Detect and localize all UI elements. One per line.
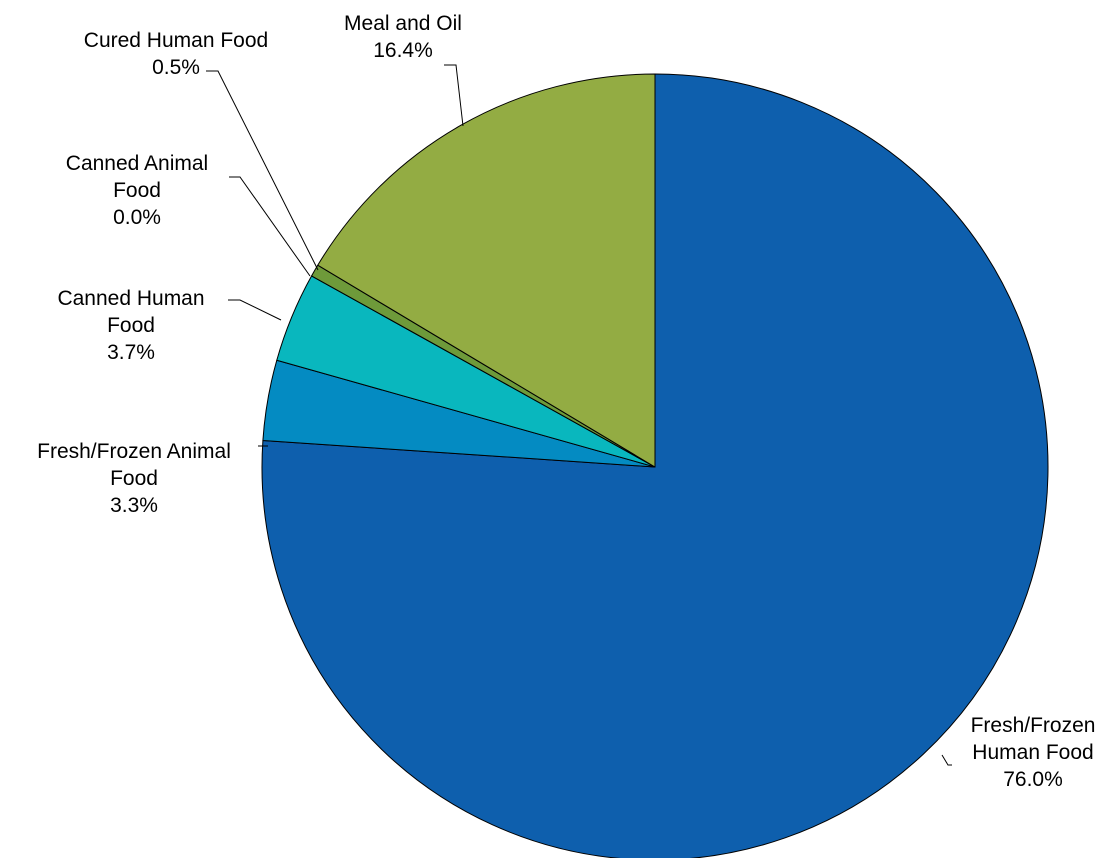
slice-label-meal-and-oil: Meal and Oil 16.4% (344, 12, 462, 62)
slice-label-cured-human-food: Cured Human Food 0.5% (84, 29, 268, 79)
slice-label-canned-human-food: Canned Human Food 3.7% (57, 287, 204, 364)
leader-line-canned-animal-food (229, 176, 311, 277)
leader-lines (206, 64, 952, 766)
pie-slices (261, 73, 1049, 858)
leader-line-canned-human-food (228, 299, 282, 321)
slice-labels: Fresh/Frozen Human Food 76.0% Fresh/Frozen … (37, 12, 1095, 791)
slice-label-canned-animal-food: Canned Animal Food 0.0% (66, 152, 208, 229)
slice-label-fresh-frozen-animal-food: Fresh/Frozen Animal Food 3.3% (37, 440, 231, 517)
pie-slice-fresh-frozen-human-food (261, 73, 1049, 858)
pie-slice-meal-and-oil (317, 73, 656, 468)
leader-line-cured-human-food (206, 70, 319, 271)
leader-line-fresh-frozen-human-food (941, 754, 952, 766)
leader-line-meal-and-oil (444, 64, 464, 127)
slice-label-fresh-frozen-human-food: Fresh/Frozen Human Food 76.0% (971, 714, 1096, 791)
